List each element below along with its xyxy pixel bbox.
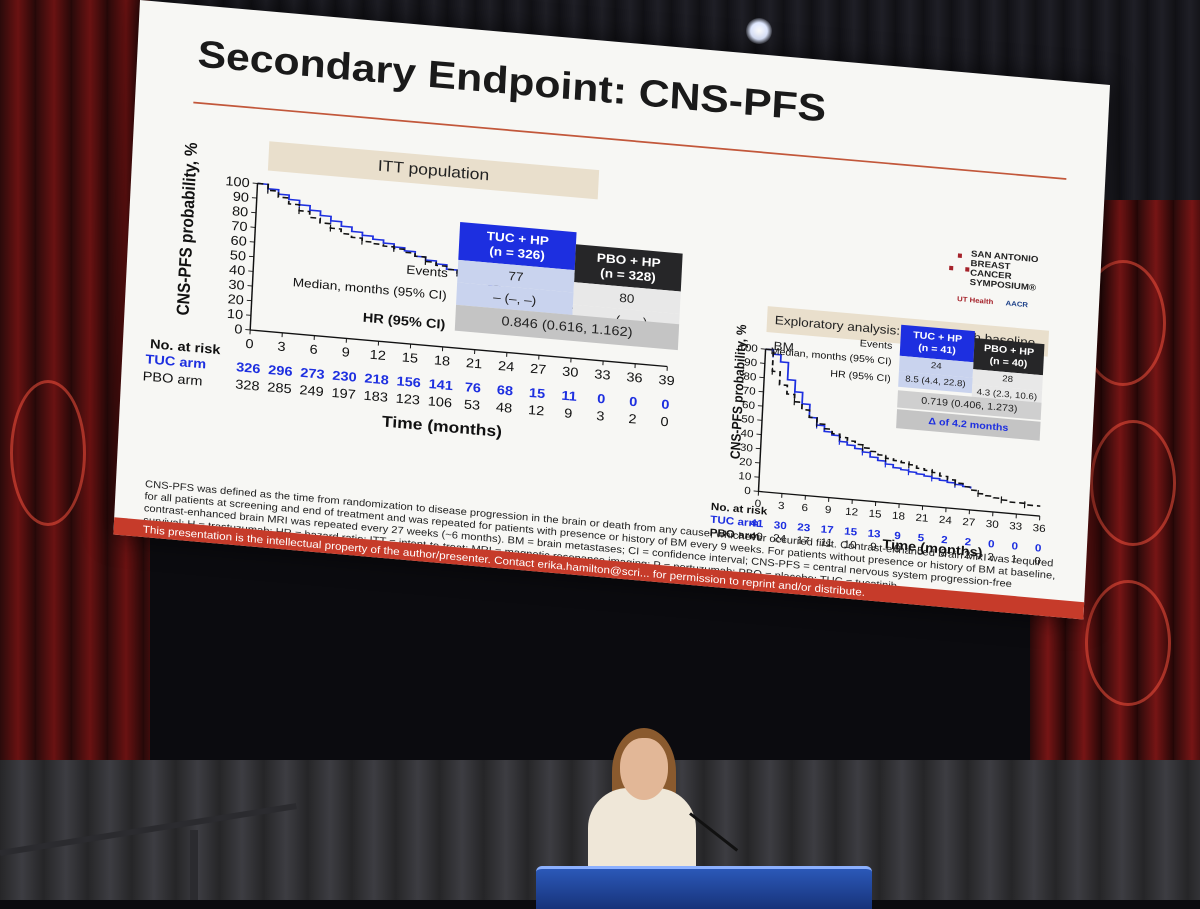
- podium: [536, 866, 872, 909]
- stage-light: [746, 18, 772, 44]
- expl-x-tick-label: 24: [939, 514, 953, 526]
- projection-screen: Secondary Endpoint: CNS-PFS ITT populati…: [113, 0, 1110, 619]
- expl-x-tick-label: 6: [801, 502, 808, 514]
- curtain-pattern: [1085, 580, 1171, 706]
- expl-x-tick-label: 9: [825, 504, 832, 516]
- expl-y-tick-label: 10: [738, 471, 752, 483]
- curtain-pattern: [1090, 420, 1176, 546]
- expl-y-tick-label: 0: [744, 485, 751, 497]
- expl-x-tick-label: 3: [778, 500, 785, 512]
- expl-x-tick-label: 12: [845, 506, 859, 518]
- expl-x-tick-label: 33: [1009, 521, 1023, 533]
- expl-x-tick-label: 21: [915, 512, 929, 524]
- expl-x-tick-label: 30: [986, 518, 1000, 530]
- presenter: [588, 788, 696, 878]
- curtain-pattern: [10, 380, 86, 526]
- expl-x-tick-label: 27: [962, 516, 976, 528]
- expl-x-tick-label: 15: [868, 508, 882, 520]
- expl-x-tick-label: 18: [892, 510, 906, 522]
- presenter-face: [620, 738, 668, 800]
- expl-x-tick-label: 36: [1032, 523, 1046, 535]
- mic-stand-pole: [190, 830, 198, 900]
